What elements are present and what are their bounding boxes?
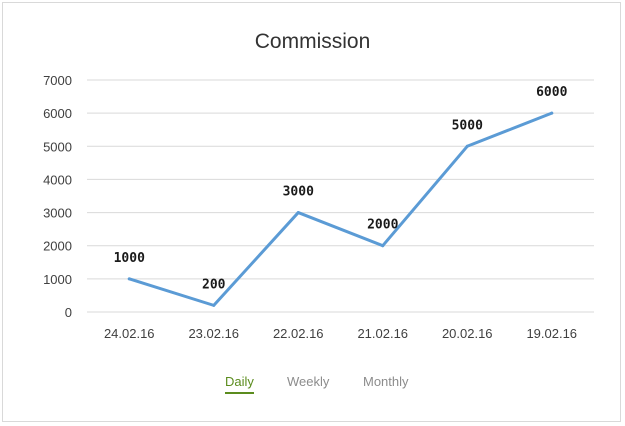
tab-weekly[interactable]: Weekly bbox=[287, 374, 330, 389]
tab-daily[interactable]: Daily bbox=[225, 374, 254, 394]
data-label: 2000 bbox=[367, 218, 398, 233]
x-axis-ticks: 24.02.16 23.02.16 22.02.16 21.02.16 20.02.16… bbox=[104, 326, 577, 341]
data-label: 1000 bbox=[114, 251, 145, 266]
x-tick-label: 23.02.16 bbox=[188, 326, 239, 341]
tab-monthly[interactable]: Monthly bbox=[363, 374, 409, 389]
data-point bbox=[465, 144, 469, 148]
data-point bbox=[212, 303, 216, 307]
data-label: 5000 bbox=[452, 118, 483, 133]
y-tick-label: 6000 bbox=[43, 106, 72, 121]
x-tick-label: 19.02.16 bbox=[526, 326, 577, 341]
data-point bbox=[381, 244, 385, 248]
y-axis-ticks: 0 1000 2000 3000 4000 5000 6000 7000 bbox=[43, 73, 72, 320]
x-tick-label: 24.02.16 bbox=[104, 326, 155, 341]
y-tick-label: 4000 bbox=[43, 172, 72, 187]
x-tick-label: 21.02.16 bbox=[357, 326, 408, 341]
period-tabs: Daily Weekly Monthly bbox=[0, 374, 625, 398]
y-tick-label: 3000 bbox=[43, 206, 72, 221]
data-point bbox=[550, 111, 554, 115]
x-tick-label: 22.02.16 bbox=[273, 326, 324, 341]
series-line bbox=[127, 111, 554, 307]
data-label: 6000 bbox=[536, 85, 567, 100]
y-tick-label: 5000 bbox=[43, 139, 72, 154]
y-tick-label: 7000 bbox=[43, 73, 72, 88]
data-label: 200 bbox=[202, 277, 226, 292]
grid-lines bbox=[87, 79, 594, 313]
chart-container bbox=[2, 2, 621, 422]
y-tick-label: 2000 bbox=[43, 239, 72, 254]
chart-title: Commission bbox=[254, 30, 371, 53]
x-tick-label: 20.02.16 bbox=[442, 326, 493, 341]
data-point bbox=[127, 277, 131, 281]
y-tick-label: 1000 bbox=[43, 272, 72, 287]
data-labels: 1000 200 3000 2000 5000 6000 bbox=[114, 85, 568, 292]
data-label: 3000 bbox=[283, 185, 314, 200]
y-tick-label: 0 bbox=[65, 305, 72, 320]
series-commission bbox=[127, 111, 554, 307]
data-point bbox=[296, 211, 300, 215]
